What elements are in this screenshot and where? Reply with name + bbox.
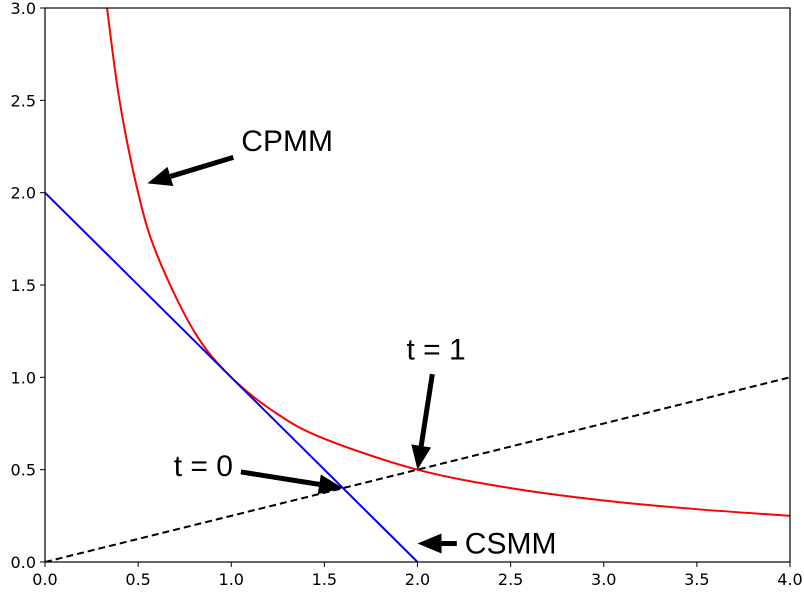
x-tick-label: 0.5 <box>125 570 150 589</box>
y-tick-label: 2.5 <box>11 91 36 110</box>
annotation-label: t = 0 <box>174 450 233 483</box>
y-tick-label: 3.0 <box>11 0 36 18</box>
y-tick-label: 1.5 <box>11 276 36 295</box>
series-line-0 <box>106 8 790 517</box>
x-tick-label: 4.0 <box>777 570 802 589</box>
x-tick-label: 1.5 <box>312 570 337 589</box>
annotation-arrow-head <box>317 474 343 495</box>
x-tick-label: 2.5 <box>498 570 523 589</box>
annotation-arrow-shaft <box>169 154 235 179</box>
x-tick-label: 2.0 <box>405 570 430 589</box>
annotation-arrow-head <box>411 444 432 470</box>
y-tick-label: 2.0 <box>11 184 36 203</box>
annotation-layer: CPMM t = 1 t = 0 CSMM <box>147 125 556 561</box>
annotation-arrow-shaft <box>418 373 435 447</box>
series-line-1 <box>45 191 419 562</box>
x-tick-label: 3.5 <box>684 570 709 589</box>
annotation-arrow-head <box>417 533 442 554</box>
x-tick-label: 3.0 <box>591 570 616 589</box>
series-line-2 <box>45 376 790 562</box>
annotation-label: t = 1 <box>407 334 466 367</box>
axes-layer: 0.0 0.5 1.0 1.5 2.0 2.5 3.0 3.5 4.0 0.0 0.5 1.0 1.5 2… <box>11 0 803 589</box>
series-layer <box>45 8 790 562</box>
annotation-label: CPMM <box>241 125 333 158</box>
annotation-arrow-shaft <box>240 469 320 487</box>
x-tick-label: 0.0 <box>32 570 57 589</box>
x-tick-label: 1.0 <box>219 570 244 589</box>
plot-frame <box>44 7 791 563</box>
y-tick-label: 0.0 <box>11 553 36 572</box>
annotation-label: CSMM <box>465 528 557 561</box>
annotation-arrow-head <box>147 166 174 187</box>
y-tick-label: 0.5 <box>11 461 36 480</box>
y-tick-label: 1.0 <box>11 368 36 387</box>
